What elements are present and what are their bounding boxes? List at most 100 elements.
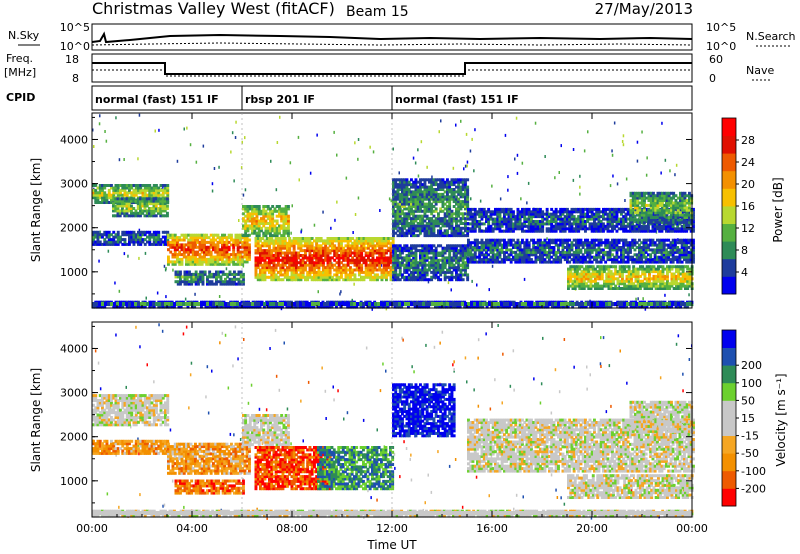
scatter-cell bbox=[583, 149, 586, 153]
range-cell bbox=[173, 250, 177, 254]
range-cell bbox=[92, 242, 95, 246]
range-cell bbox=[358, 261, 361, 265]
range-cell bbox=[143, 214, 147, 218]
range-cell bbox=[194, 255, 197, 259]
range-cell bbox=[333, 246, 337, 250]
range-cell bbox=[317, 246, 321, 250]
range-cell bbox=[134, 184, 138, 187]
range-cell bbox=[266, 231, 270, 235]
range-cell bbox=[134, 186, 138, 190]
range-cell bbox=[176, 255, 179, 259]
scatter-cell bbox=[238, 219, 240, 222]
range-cell bbox=[230, 238, 233, 242]
range-cell bbox=[351, 246, 355, 250]
range-cell bbox=[171, 260, 175, 264]
range-cell bbox=[200, 243, 204, 247]
range-cell bbox=[280, 219, 284, 223]
range-cell bbox=[94, 196, 98, 200]
range-cell bbox=[189, 262, 193, 266]
range-cell bbox=[306, 237, 310, 240]
range-cell bbox=[261, 244, 265, 248]
range-cell bbox=[364, 263, 368, 267]
range-cell bbox=[189, 243, 193, 247]
range-cell bbox=[123, 202, 127, 206]
range-cell bbox=[439, 278, 443, 282]
range-cell bbox=[264, 229, 268, 233]
range-cell bbox=[101, 242, 104, 246]
range-cell bbox=[166, 211, 169, 215]
scatter-cell bbox=[675, 163, 678, 167]
range-cell bbox=[382, 261, 386, 265]
range-cell bbox=[382, 249, 386, 253]
range-cell bbox=[112, 191, 116, 195]
range-cell bbox=[306, 263, 310, 267]
scatter-cell bbox=[466, 164, 468, 168]
range-cell bbox=[342, 246, 346, 250]
scatter-cell bbox=[336, 200, 338, 204]
range-cell bbox=[342, 270, 346, 274]
range-cell bbox=[376, 251, 379, 255]
range-cell bbox=[245, 243, 249, 247]
range-cell bbox=[132, 197, 136, 201]
range-cell bbox=[203, 257, 206, 261]
range-cell bbox=[315, 256, 319, 260]
range-cell bbox=[107, 188, 111, 192]
range-cell bbox=[130, 186, 134, 190]
range-cell bbox=[112, 193, 116, 197]
range-cell bbox=[152, 214, 156, 218]
cpid-segment bbox=[391, 85, 693, 111]
range-cell bbox=[369, 249, 373, 253]
range-cell bbox=[308, 241, 312, 245]
range-cell bbox=[262, 231, 266, 235]
range-cell bbox=[266, 217, 270, 221]
range-cell bbox=[116, 235, 120, 239]
range-cell bbox=[166, 188, 170, 192]
range-cell bbox=[308, 251, 312, 255]
range-cell bbox=[196, 262, 200, 266]
range-cell bbox=[132, 199, 136, 203]
scatter-cell bbox=[385, 307, 388, 311]
range-cell bbox=[251, 212, 254, 216]
range-cell bbox=[317, 263, 321, 267]
range-cell bbox=[326, 268, 330, 272]
scatter-cell bbox=[431, 175, 433, 179]
range-cell bbox=[288, 266, 292, 270]
range-cell bbox=[263, 249, 267, 253]
range-cell bbox=[196, 236, 200, 240]
range-cell bbox=[161, 188, 165, 192]
range-cell bbox=[371, 254, 375, 257]
range-cell bbox=[284, 209, 288, 213]
range-cell bbox=[358, 263, 361, 267]
range-cell bbox=[301, 263, 305, 267]
range-cell bbox=[326, 258, 330, 262]
range-cell bbox=[324, 249, 328, 253]
scatter-cell bbox=[235, 120, 237, 124]
range-cell bbox=[283, 261, 287, 265]
range-cell bbox=[105, 242, 109, 246]
range-cell bbox=[358, 237, 361, 240]
range-cell bbox=[304, 263, 307, 267]
range-cell bbox=[290, 258, 294, 262]
range-cell bbox=[121, 184, 125, 187]
range-cell bbox=[236, 245, 240, 249]
cpid-bar: CPID normal (fast) 151 IF rbsp 201 IF norm… bbox=[6, 85, 693, 111]
range-cell bbox=[313, 275, 316, 279]
range-cell bbox=[299, 246, 303, 250]
range-cell bbox=[157, 238, 161, 242]
range-cell bbox=[132, 235, 136, 239]
range-cell bbox=[371, 263, 375, 267]
range-cell bbox=[279, 263, 283, 267]
scatter-cell bbox=[154, 129, 156, 133]
range-cell bbox=[378, 275, 382, 279]
range-cell bbox=[261, 237, 265, 240]
range-cell bbox=[96, 196, 100, 200]
range-cell bbox=[218, 255, 222, 259]
range-cell bbox=[157, 191, 161, 195]
range-cell bbox=[355, 268, 359, 272]
range-cell bbox=[378, 254, 382, 257]
range-cell bbox=[223, 248, 227, 252]
range-cell bbox=[353, 244, 357, 248]
scatter-cell bbox=[516, 171, 519, 175]
range-cell bbox=[353, 263, 357, 267]
range-cell bbox=[121, 204, 124, 208]
